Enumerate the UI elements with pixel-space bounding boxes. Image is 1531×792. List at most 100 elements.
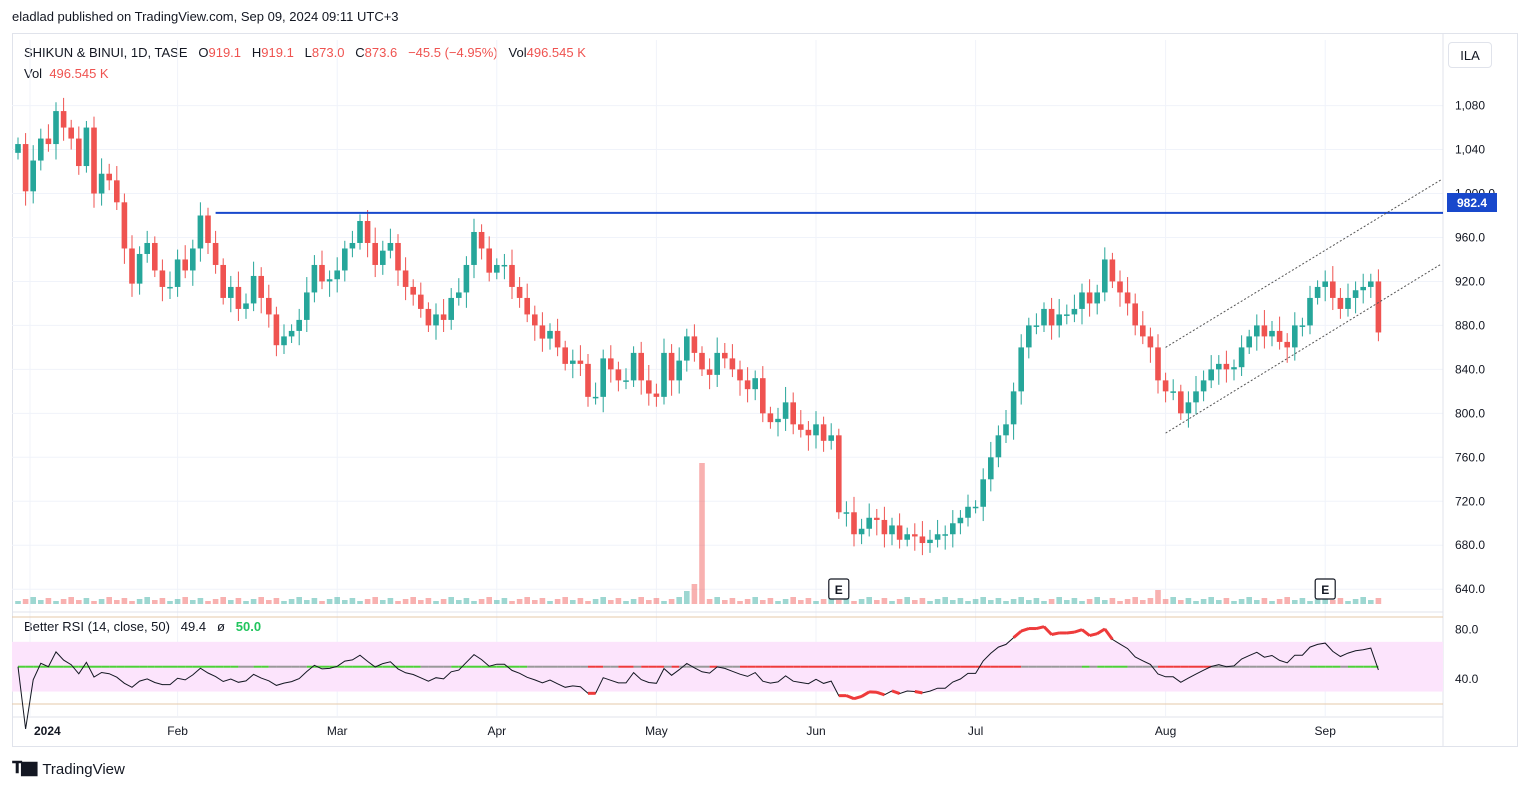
candle-body: [342, 248, 348, 271]
volume-bar: [152, 600, 158, 604]
candle-body: [1238, 347, 1245, 368]
volume-bar: [646, 600, 652, 604]
volume-bar: [349, 598, 356, 604]
channel-upper-line: [1165, 179, 1442, 348]
candle-body: [463, 264, 470, 293]
volume-bar: [1162, 599, 1169, 604]
candle-body: [235, 286, 242, 309]
volume-bar: [1322, 597, 1328, 604]
candle-body: [722, 352, 728, 359]
rsi-tick-label: 40.0: [1455, 672, 1479, 686]
volume-bar: [98, 599, 105, 604]
candle-body: [539, 325, 546, 339]
rsi-extreme-segment: [845, 694, 855, 701]
candle-body: [319, 264, 325, 282]
candle-body: [220, 264, 226, 298]
candle-body: [1033, 325, 1040, 327]
candle-body: [950, 523, 956, 535]
volume-bar: [714, 597, 720, 604]
volume-bar: [243, 601, 249, 604]
candle-body: [1193, 391, 1199, 403]
volume-bar: [798, 600, 804, 604]
candle-body: [752, 378, 758, 390]
candle-body: [790, 402, 796, 425]
candle-body: [866, 517, 872, 529]
x-tick-label: May: [645, 724, 668, 738]
rsi-tick-label: 80.0: [1455, 622, 1479, 636]
volume-bar: [38, 600, 44, 604]
volume-bar: [912, 600, 918, 604]
candle-body: [1124, 292, 1131, 304]
candle-body: [1117, 281, 1123, 293]
candle-body: [630, 352, 637, 381]
volume-bar: [1079, 601, 1085, 604]
volume-bar: [851, 601, 857, 604]
candle-body: [638, 352, 644, 381]
earnings-marker-label: E: [835, 583, 843, 597]
volume-bar: [782, 599, 789, 604]
candle-body: [1368, 281, 1374, 287]
x-tick-label: Aug: [1155, 724, 1176, 738]
rsi-extreme-segment: [891, 689, 901, 695]
rsi-extreme-segment: [1012, 629, 1023, 639]
candle-body: [577, 360, 584, 364]
volume-bar: [357, 601, 363, 604]
candle-body: [1314, 286, 1321, 298]
tradingview-logo-icon[interactable]: 𝐓▇: [12, 760, 37, 777]
channel-lower-line: [1165, 263, 1442, 434]
volume-bar: [1178, 600, 1184, 604]
candle-body: [828, 435, 834, 441]
footer-brand[interactable]: TradingView: [42, 760, 125, 778]
candle-body: [965, 506, 971, 518]
candle-body: [684, 336, 690, 361]
currency-button[interactable]: ILA: [1448, 42, 1492, 68]
volume-bar: [585, 601, 591, 604]
volume-bar: [1352, 599, 1359, 604]
candle-body: [266, 297, 272, 315]
candle-body: [106, 173, 112, 181]
rsi-name[interactable]: Better RSI (14, close, 50): [24, 619, 170, 634]
volume-bar: [433, 601, 439, 604]
candle-body: [896, 525, 903, 540]
volume-bar: [843, 598, 850, 604]
candle-body: [380, 250, 386, 265]
candle-body: [1041, 308, 1047, 326]
volume-bar: [121, 598, 128, 604]
volume-bar: [965, 601, 971, 604]
volume-bar: [988, 600, 994, 604]
volume-bar: [129, 601, 135, 604]
volume-bar: [1003, 601, 1009, 604]
volume-bar: [562, 597, 568, 604]
candle-body: [304, 292, 310, 320]
volume-bar: [972, 599, 979, 604]
x-tick-label: Mar: [327, 724, 348, 738]
candle-body: [706, 369, 713, 375]
volume-bar: [387, 598, 394, 604]
volume-bar: [1360, 597, 1366, 604]
volume-bar: [1071, 598, 1078, 604]
volume-bar: [767, 598, 774, 604]
vol-label: Vol: [508, 45, 527, 60]
volume-bar: [1048, 599, 1055, 604]
volume-bar: [220, 597, 226, 604]
symbol-label[interactable]: SHIKUN & BINUI, 1D, TASE: [24, 45, 188, 60]
candle-body: [22, 144, 29, 192]
volume-bar: [501, 598, 508, 604]
publisher-header: eladlad published on TradingView.com, Se…: [12, 9, 399, 24]
candle-body: [296, 319, 302, 331]
volume-bar: [995, 598, 1002, 604]
candle-body: [1026, 325, 1032, 348]
volume-bar: [691, 584, 698, 604]
rsi-extreme-segment: [1020, 627, 1030, 633]
earnings-marker: [828, 578, 850, 600]
vol2-label[interactable]: Vol: [24, 66, 43, 81]
volume-bar: [744, 599, 751, 604]
earnings-marker-label: E: [1321, 583, 1329, 597]
candle-body: [250, 275, 257, 304]
y-tick-label: 1,040: [1455, 143, 1485, 157]
volume-bar: [630, 599, 637, 604]
candle-body: [1208, 369, 1214, 381]
candle-body: [83, 127, 90, 167]
candle-body: [448, 297, 454, 320]
